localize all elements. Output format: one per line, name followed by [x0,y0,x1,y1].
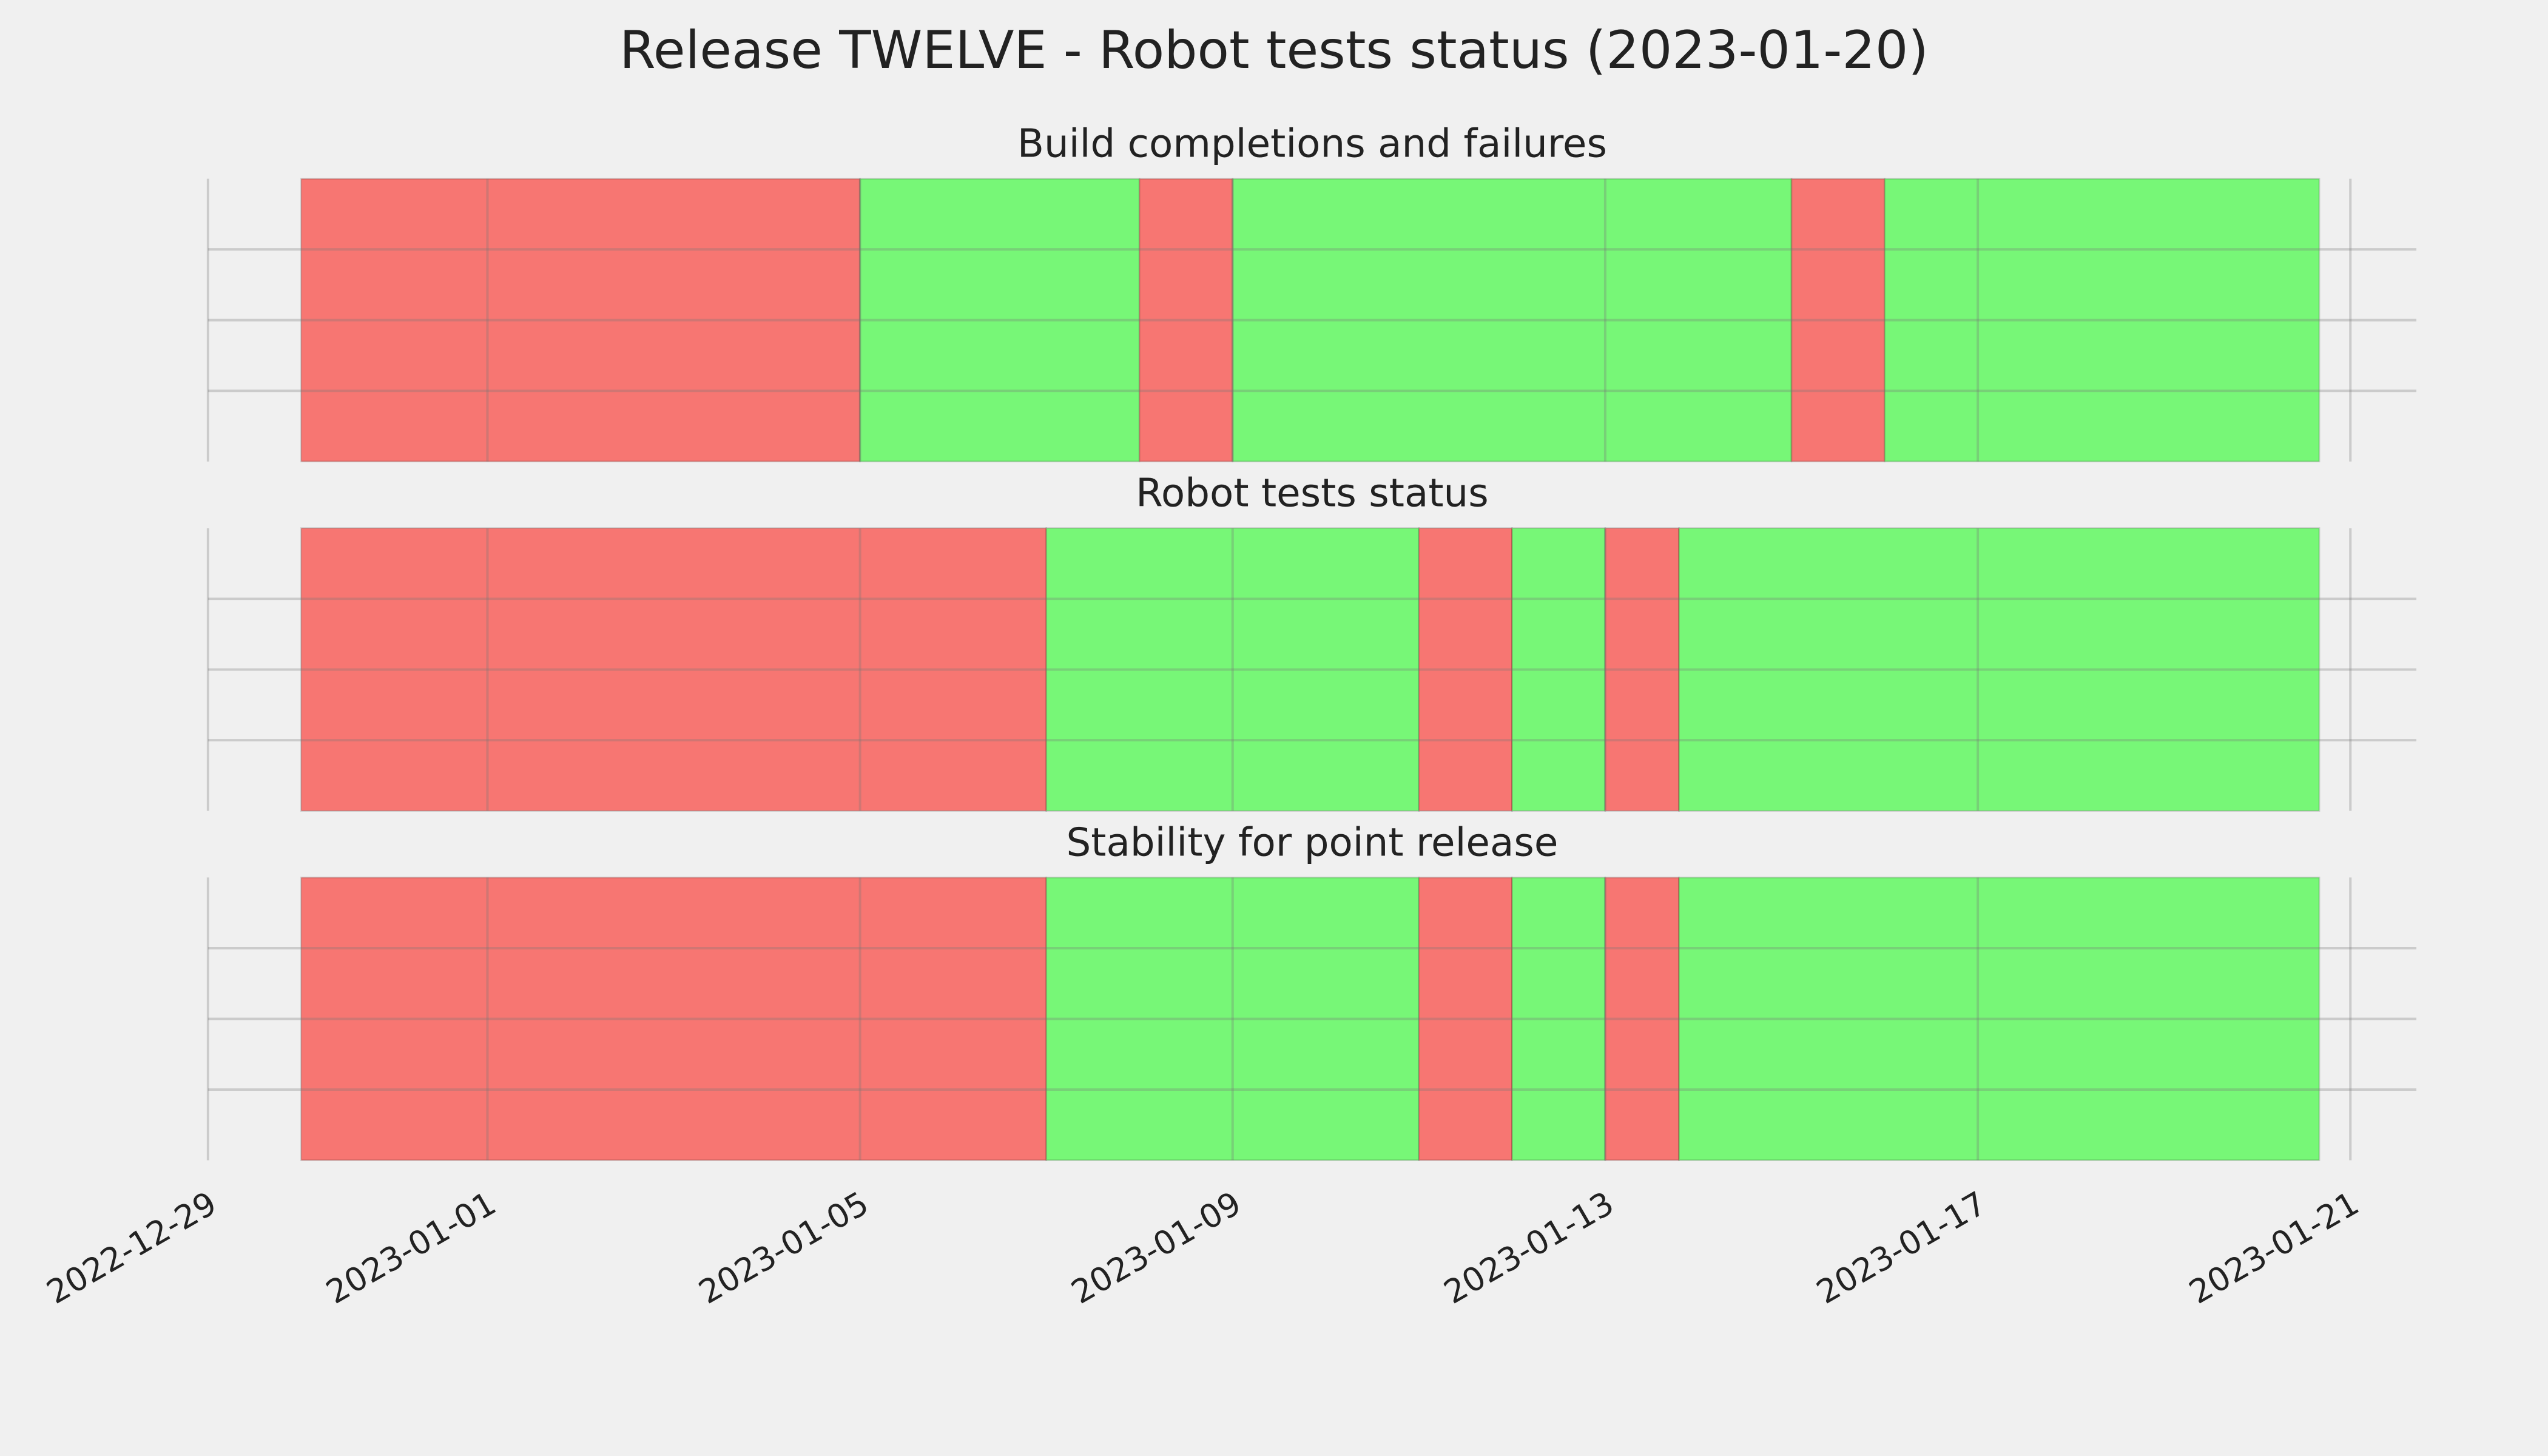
x-tick-label: 2023-01-09 [1065,1184,1247,1312]
status-span [300,877,1048,1161]
panel-title: Robot tests status [1136,471,1489,516]
status-span [1045,877,1420,1161]
x-tick-label: 2023-01-17 [1810,1184,1993,1312]
status-span [1884,178,2320,463]
status-span [300,527,1048,812]
status-span [300,178,861,463]
status-span [1045,527,1420,812]
x-tick-label: 2023-01-01 [320,1184,502,1312]
status-span [1604,877,1680,1161]
x-tick-label: 2022-12-29 [40,1184,223,1312]
x-tick-label: 2023-01-13 [1437,1184,1620,1312]
panel-title: Build completions and failures [1017,121,1607,167]
status-span [859,178,1141,463]
x-tick-label: 2023-01-05 [692,1184,875,1312]
chart-title: Release TWELVE - Robot tests status (202… [619,20,1929,81]
status-span [1232,178,1793,463]
status-span [1790,178,1886,463]
status-span [1511,877,1606,1161]
status-span [1604,527,1680,812]
panel-title: Stability for point release [1067,820,1559,865]
x-tick-label: 2023-01-21 [2183,1184,2365,1312]
status-span [1418,527,1513,812]
status-span [1138,178,1234,463]
status-span [1678,527,2320,812]
status-span [1678,877,2320,1161]
status-span [1418,877,1513,1161]
status-span [1511,527,1606,812]
